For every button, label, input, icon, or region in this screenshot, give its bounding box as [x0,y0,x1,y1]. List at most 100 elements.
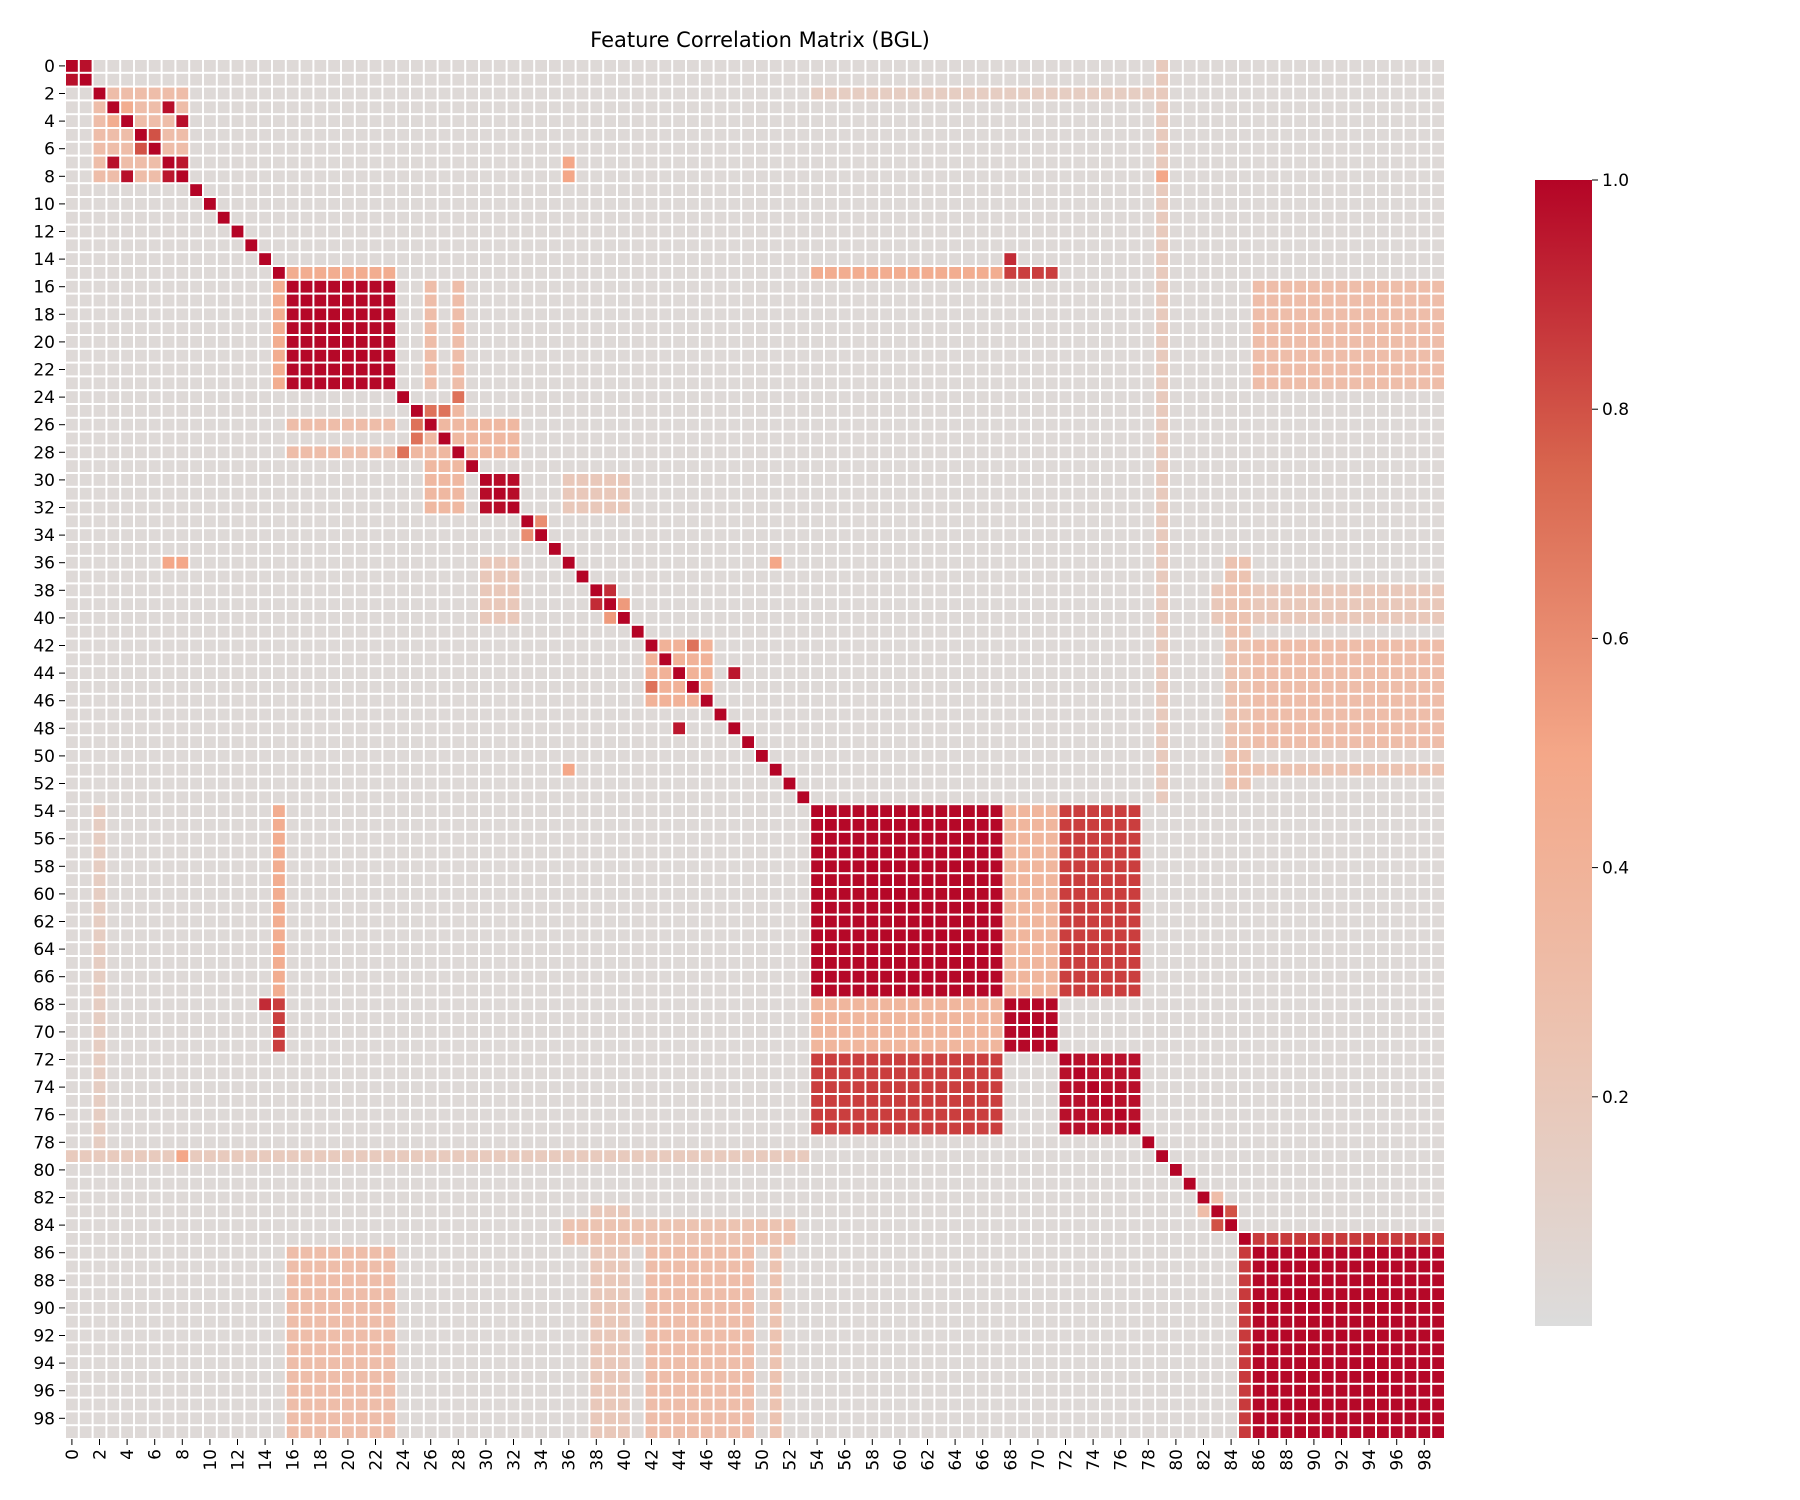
heatmap-cell [521,253,534,265]
heatmap-cell [1059,184,1072,196]
heatmap-cell [562,294,575,307]
heatmap-cell [990,294,1003,307]
heatmap-cell [245,432,258,445]
heatmap-cell [121,391,133,403]
heatmap-cell [1390,418,1403,431]
heatmap-cell [1128,322,1141,334]
heatmap-cell [631,405,644,417]
heatmap-cell [1225,239,1237,252]
heatmap-cell [949,570,961,583]
heatmap-cell [645,239,658,252]
heatmap-cell [549,308,561,321]
heatmap-cell [190,612,202,624]
heatmap-cell [1018,87,1030,100]
heatmap-cell [990,129,1003,141]
heatmap-cell [507,184,520,196]
heatmap-cell [162,225,175,238]
heatmap-cell [383,101,396,114]
heatmap-cell [576,432,589,445]
heatmap-cell [1225,253,1237,265]
heatmap-cell [880,681,892,693]
heatmap-cell [907,142,920,155]
heatmap-cell [976,170,989,183]
heatmap-cell [162,336,175,348]
heatmap-cell [549,349,561,362]
heatmap-cell [176,612,189,624]
heatmap-cell [1018,460,1030,472]
heatmap-cell [838,267,851,279]
heatmap-cell [1101,667,1113,679]
heatmap-cell [342,598,354,610]
heatmap-cell [783,612,796,624]
heatmap-cell [1073,694,1086,707]
heatmap-cell [825,487,837,500]
heatmap-cell [976,639,989,652]
heatmap-cell [355,294,368,307]
heatmap-cell [935,170,948,183]
heatmap-cell [631,418,644,431]
heatmap-cell [1377,267,1389,279]
heatmap-cell [355,87,368,100]
heatmap-cell [93,391,106,403]
heatmap-cell [783,280,796,293]
heatmap-cell [121,694,133,707]
heatmap-cell [811,405,823,417]
heatmap-cell [1432,294,1444,307]
heatmap-cell [742,294,754,307]
heatmap-cell [300,129,313,141]
heatmap-cell [217,612,230,624]
heatmap-cell [1308,474,1320,486]
heatmap-cell [811,432,823,445]
heatmap-cell [328,363,340,376]
heatmap-cell [700,529,713,541]
heatmap-cell [631,308,644,321]
heatmap-cell [949,73,961,86]
heatmap-cell [1059,736,1072,748]
heatmap-cell [135,336,147,348]
heatmap-cell [797,694,810,707]
heatmap-cell [728,570,741,583]
heatmap-cell [838,681,851,693]
heatmap-cell [618,681,630,693]
heatmap-cell [286,211,299,224]
heatmap-cell [604,322,616,334]
heatmap-cell [949,267,961,279]
heatmap-cell [438,736,451,748]
heatmap-cell [1308,60,1320,72]
heatmap-cell [811,446,823,459]
heatmap-cell [783,625,796,638]
heatmap-cell [1321,225,1334,238]
heatmap-cell [369,156,382,169]
heatmap-cell [1059,529,1072,541]
heatmap-cell [976,487,989,500]
heatmap-cell [1335,694,1348,707]
heatmap-cell [549,460,561,472]
heatmap-cell [1377,101,1389,114]
heatmap-cell [1404,363,1417,376]
heatmap-cell [907,225,920,238]
heatmap-cell [1197,363,1210,376]
heatmap-cell [714,736,727,748]
heatmap-cell [1170,736,1182,748]
heatmap-cell [894,474,906,486]
heatmap-cell [480,405,492,417]
heatmap-cell [300,598,313,610]
heatmap-cell [1335,653,1348,666]
heatmap-cell [424,322,437,334]
heatmap-cell [963,156,975,169]
heatmap-cell [783,529,796,541]
heatmap-cell [273,115,285,127]
heatmap-cell [659,722,672,735]
heatmap-cell [714,115,727,127]
heatmap-cell [66,73,78,86]
heatmap-cell [990,87,1003,100]
heatmap-cell [1308,432,1320,445]
heatmap-cell [742,667,754,679]
heatmap-cell [687,529,699,541]
heatmap-cell [135,377,147,390]
heatmap-cell [894,377,906,390]
heatmap-cell [1156,625,1168,638]
heatmap-cell [1321,142,1334,155]
heatmap-cell [604,405,616,417]
heatmap-cell [631,73,644,86]
